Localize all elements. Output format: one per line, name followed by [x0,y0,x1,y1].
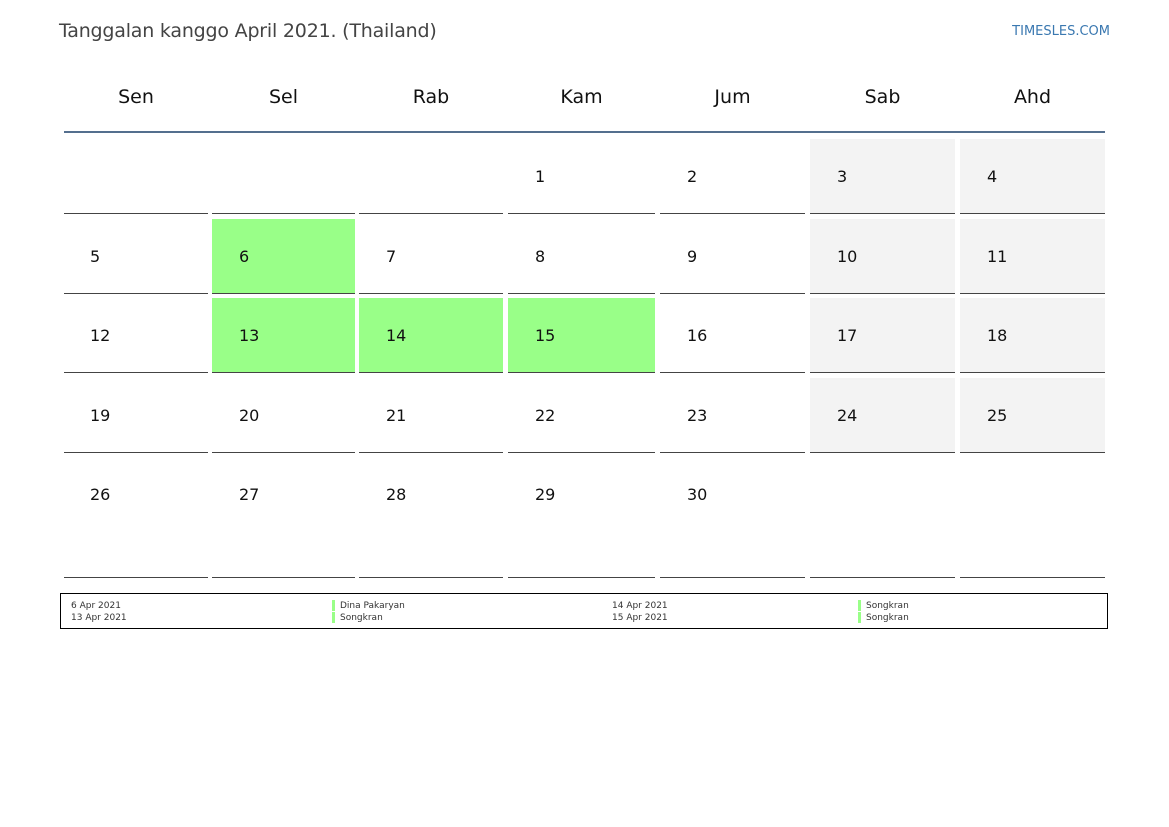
header-divider [64,131,1105,133]
day-number: 22 [535,406,556,425]
holiday-color-marker [332,600,335,611]
day-number: 1 [535,167,546,186]
day-number: 2 [687,167,698,186]
holiday-color-marker [332,612,335,623]
day-cell[interactable]: 16 [660,298,805,373]
day-number: 24 [837,406,858,425]
day-number: 30 [687,485,708,504]
day-number: 16 [687,326,708,345]
day-cell[interactable]: 27 [212,457,355,578]
day-cell[interactable]: 13 [212,298,355,373]
legend-holiday-name: Songkran [340,613,383,623]
day-number: 26 [90,485,111,504]
weekday-label: Rab [412,86,450,108]
legend-holiday-name: Songkran [866,601,909,611]
legend-holiday-name: Dina Pakaryan [340,601,405,611]
weekday-label: Sen [118,86,154,108]
day-number: 10 [837,247,858,266]
day-number: 20 [239,406,260,425]
day-number: 8 [535,247,546,266]
day-number: 17 [837,326,858,345]
empty-day-cell [212,139,355,214]
day-cell[interactable]: 20 [212,378,355,453]
day-cell[interactable]: 14 [359,298,503,373]
weekday-label: Sab [864,86,901,108]
day-number: 11 [987,247,1008,266]
day-cell[interactable]: 19 [64,378,208,453]
day-cell[interactable]: 8 [508,219,655,294]
day-cell[interactable]: 6 [212,219,355,294]
day-number: 19 [90,406,111,425]
day-cell[interactable]: 22 [508,378,655,453]
day-number: 4 [987,167,998,186]
weekday-label: Jum [714,86,751,108]
day-cell[interactable]: 24 [810,378,955,453]
day-number: 14 [386,326,407,345]
day-number: 3 [837,167,848,186]
day-number: 15 [535,326,556,345]
page-title: Tanggalan kanggo April 2021. (Thailand) [59,20,437,42]
legend-date: 13 Apr 2021 [71,613,127,623]
day-cell[interactable]: 25 [960,378,1105,453]
holiday-legend: 6 Apr 2021 13 Apr 2021 Dina Pakaryan Son… [60,593,1108,629]
day-cell[interactable]: 3 [810,139,955,214]
day-number: 21 [386,406,407,425]
day-number: 12 [90,326,111,345]
holiday-color-marker [858,612,861,623]
legend-holiday-name: Songkran [866,613,909,623]
day-cell[interactable]: 30 [660,457,805,578]
legend-date: 15 Apr 2021 [612,613,668,623]
day-cell[interactable]: 28 [359,457,503,578]
day-cell[interactable]: 11 [960,219,1105,294]
weekday-label: Ahd [1013,86,1052,108]
empty-day-cell [810,457,955,578]
day-number: 25 [987,406,1008,425]
day-number: 6 [239,247,250,266]
weekday-label: Sel [268,86,299,108]
day-number: 18 [987,326,1008,345]
day-number: 29 [535,485,556,504]
day-cell[interactable]: 12 [64,298,208,373]
day-cell[interactable]: 9 [660,219,805,294]
empty-day-cell [960,457,1105,578]
day-number: 9 [687,247,698,266]
day-number: 5 [90,247,101,266]
day-cell[interactable]: 2 [660,139,805,214]
day-cell[interactable]: 29 [508,457,655,578]
day-number: 28 [386,485,407,504]
site-link[interactable]: TIMESLES.COM [1012,24,1110,39]
day-number: 13 [239,326,260,345]
day-number: 23 [687,406,708,425]
day-cell[interactable]: 15 [508,298,655,373]
day-cell[interactable]: 23 [660,378,805,453]
day-cell[interactable]: 21 [359,378,503,453]
day-cell[interactable]: 18 [960,298,1105,373]
day-cell[interactable]: 26 [64,457,208,578]
day-cell[interactable]: 4 [960,139,1105,214]
day-cell[interactable]: 7 [359,219,503,294]
empty-day-cell [64,139,208,214]
day-cell[interactable]: 17 [810,298,955,373]
day-cell[interactable]: 10 [810,219,955,294]
day-cell[interactable]: 5 [64,219,208,294]
day-number: 27 [239,485,260,504]
day-cell[interactable]: 1 [508,139,655,214]
empty-day-cell [359,139,503,214]
legend-date: 6 Apr 2021 [71,601,121,611]
weekday-label: Kam [560,86,603,108]
legend-date: 14 Apr 2021 [612,601,668,611]
holiday-color-marker [858,600,861,611]
day-number: 7 [386,247,397,266]
